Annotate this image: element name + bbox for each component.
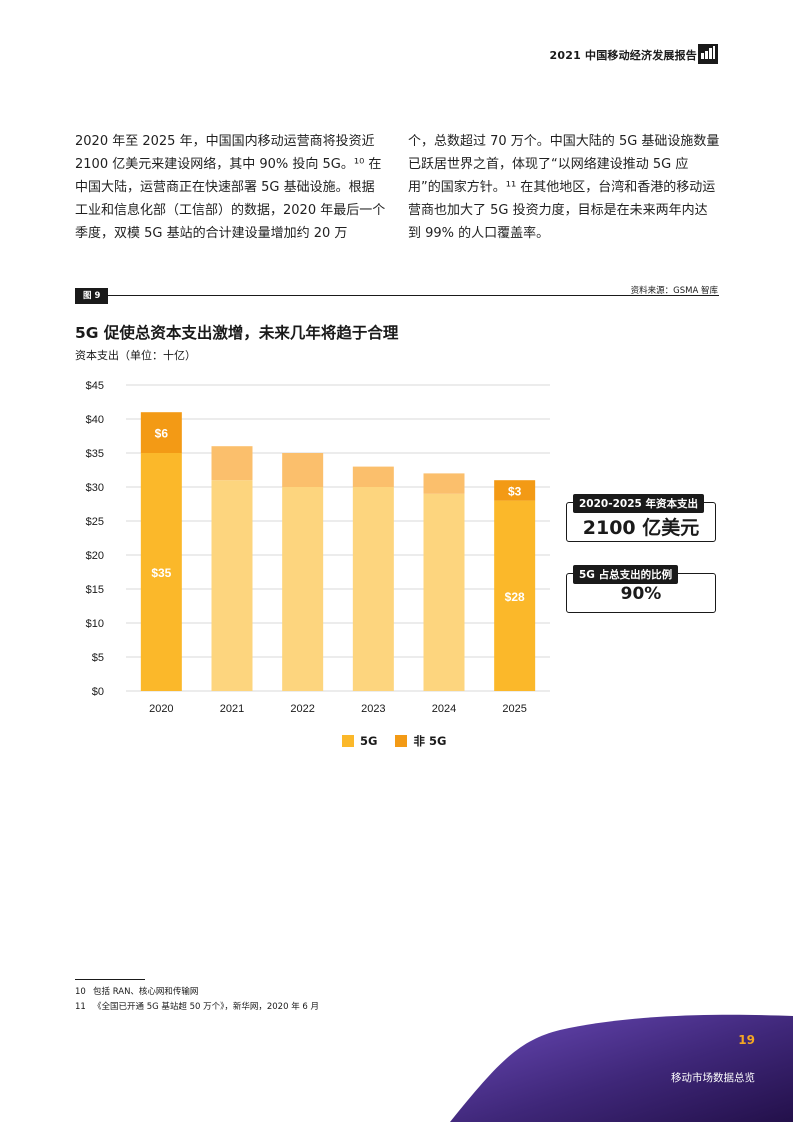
capex-bar-chart: $0 $5 $10 $15 $20 $25 $30 $35 $40 $45 2020 $35 $6 202… [86, 380, 550, 715]
y-tick-label: $35 [86, 448, 104, 460]
figure-divider [75, 295, 719, 296]
footnote-11: 11 《全国已开通 5G 基站超 50 万个》，新华网，2020 年 6 月 [75, 1000, 319, 1012]
footnote-10: 10 包括 RAN、核心网和传输网 [75, 985, 198, 997]
footnote-divider [75, 979, 145, 980]
footnote-10-number: 10 [75, 987, 86, 997]
bar-5g-2022 [282, 487, 324, 691]
section-name: 移动市场数据总览 [671, 1072, 755, 1084]
y-tick-label: $30 [86, 482, 104, 494]
chart-title: 5G 促使总资本支出激增，未来几年将趋于合理 [75, 324, 399, 342]
bar-5g-2020 [140, 453, 182, 691]
body-text-left: 2020 年至 2025 年，中国国内移动运营商将投资近 2100 亿美元来建设… [75, 134, 386, 241]
bar-non-5g-2023 [352, 466, 394, 487]
body-text-right: 个，总数超过 70 万个。中国大陆的 5G 基础设施数量已跃居世界之首，体现了“… [408, 134, 720, 241]
figure-number: 图 9 [75, 288, 109, 304]
data-label: $28 [505, 590, 525, 604]
bar-non-5g-2022 [282, 453, 324, 487]
legend-item-5g: 5G [342, 733, 377, 749]
figure-source: 资料来源：GSMA 智库 [630, 286, 718, 296]
callout-5g-share: 5G 占总支出的比例 90% [566, 565, 716, 613]
legend-swatch-5g [342, 735, 354, 747]
y-tick-label: $20 [86, 550, 104, 562]
legend-item-non-5g: 非 5G [395, 733, 446, 749]
y-tick-label: $15 [86, 584, 104, 596]
x-tick-label: 2020 [149, 703, 173, 715]
y-tick-label: $0 [92, 686, 104, 698]
x-tick-label: 2021 [220, 703, 244, 715]
callout-total-capex-label: 2020-2025 年资本支出 [573, 494, 704, 513]
legend-swatch-non-5g [395, 735, 408, 747]
bar-5g-2025 [494, 500, 536, 691]
footnote-11-number: 11 [75, 1002, 86, 1012]
y-tick-label: $5 [92, 652, 104, 664]
bar-5g-2023 [352, 487, 394, 691]
bar-5g-2021 [211, 480, 253, 691]
callout-total-capex-value: 2100 亿美元 [582, 517, 700, 539]
legend-label-non-5g: 非 5G [413, 734, 447, 748]
footnote-11-text: 《全国已开通 5G 基站超 50 万个》，新华网，2020 年 6 月 [93, 1002, 320, 1012]
callout-total-capex: 2020-2025 年资本支出 2100 亿美元 [566, 494, 716, 542]
page-number: 19 [738, 1033, 755, 1047]
bar-non-5g-2020 [140, 412, 182, 453]
data-label: $3 [508, 484, 522, 498]
x-tick-label: 2022 [290, 703, 314, 715]
gsma-intelligence-logo-icon [698, 44, 718, 64]
y-tick-label: $45 [86, 380, 104, 392]
data-label: $35 [151, 566, 171, 580]
x-tick-label: 2023 [361, 703, 385, 715]
data-label: $6 [155, 427, 169, 441]
x-tick-label: 2024 [432, 703, 456, 715]
bar-5g-2024 [423, 493, 465, 691]
callout-5g-share-label: 5G 占总支出的比例 [573, 565, 679, 584]
bar-non-5g-2025 [494, 480, 536, 501]
bar-non-5g-2021 [211, 446, 253, 481]
callout-5g-share-value: 90% [620, 584, 662, 604]
chart-legend: 5G 非 5G [342, 733, 446, 749]
y-tick-label: $25 [86, 516, 104, 528]
bar-non-5g-2024 [423, 473, 465, 494]
chart-y-axis-label: 资本支出（单位：十亿） [75, 349, 196, 362]
report-title: 2021 中国移动经济发展报告 [549, 49, 697, 62]
y-tick-label: $10 [86, 618, 104, 630]
y-tick-label: $40 [86, 414, 104, 426]
footnote-10-text: 包括 RAN、核心网和传输网 [93, 987, 199, 997]
x-tick-label: 2025 [502, 703, 526, 715]
legend-label-5g: 5G [360, 734, 378, 748]
